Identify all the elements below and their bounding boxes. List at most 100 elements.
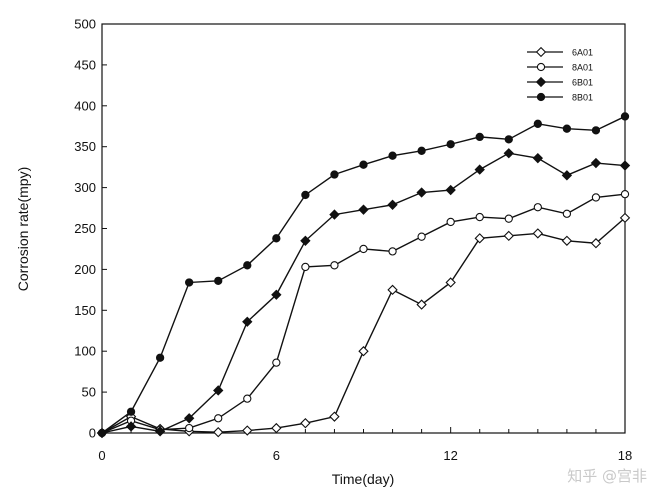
data-point — [475, 132, 484, 142]
data-point — [300, 235, 311, 246]
data-point — [155, 353, 165, 362]
data-point — [446, 140, 455, 149]
legend-label: 8A01 — [572, 63, 593, 73]
data-point — [329, 411, 340, 422]
data-point — [590, 238, 602, 249]
data-point — [271, 289, 282, 300]
y-axis: 0 50 100 150 200 250 300 350 400 450 500 — [74, 17, 107, 441]
data-point — [272, 234, 281, 243]
data-point — [620, 112, 630, 121]
plot-frame — [101, 23, 626, 434]
data-point — [359, 160, 368, 169]
data-point — [97, 428, 107, 438]
data-point — [504, 135, 513, 144]
series-8a01 — [97, 189, 630, 438]
data-point — [416, 299, 427, 310]
data-point — [591, 193, 601, 202]
x-axis: 0 6 12 18 — [98, 427, 632, 463]
data-point — [533, 119, 542, 128]
data-point — [213, 385, 224, 396]
y-tick-label: 500 — [74, 17, 96, 32]
series-6b01 — [96, 148, 631, 439]
legend-marker — [536, 62, 546, 72]
data-point — [300, 418, 311, 429]
data-point — [358, 346, 369, 357]
data-point — [590, 157, 602, 169]
x-tick-label: 12 — [443, 448, 457, 463]
legend-label: 8B01 — [572, 93, 593, 103]
data-point — [185, 278, 194, 287]
legend-item: 6B01 — [527, 76, 593, 88]
data-point — [474, 164, 485, 175]
data-point — [330, 170, 339, 179]
data-point — [243, 261, 252, 270]
x-tick-label: 0 — [98, 448, 105, 463]
data-point — [242, 316, 253, 327]
series-line — [101, 193, 626, 434]
data-point — [417, 146, 426, 155]
data-point — [619, 160, 631, 171]
y-tick-label: 350 — [74, 139, 96, 154]
y-tick-label: 150 — [74, 303, 96, 318]
data-point — [214, 414, 223, 423]
data-point — [387, 284, 398, 296]
legend-item: 8A01 — [527, 63, 593, 73]
y-tick-label: 200 — [74, 262, 96, 277]
y-axis-label: Corrosion rate(mpy) — [15, 167, 31, 291]
data-point — [272, 358, 281, 367]
data-point — [532, 228, 544, 239]
legend-marker — [535, 76, 547, 88]
data-point — [214, 276, 223, 286]
legend-item: 6A01 — [527, 46, 593, 58]
data-point — [591, 126, 601, 135]
x-tick-label: 18 — [618, 448, 632, 463]
y-tick-label: 250 — [74, 221, 96, 236]
data-point — [388, 151, 397, 160]
y-tick-label: 300 — [74, 180, 96, 195]
data-point — [561, 235, 573, 246]
legend-label: 6B01 — [572, 78, 593, 88]
y-tick-label: 100 — [74, 344, 96, 359]
data-point — [125, 421, 137, 432]
data-point — [243, 394, 252, 403]
data-point — [474, 233, 485, 244]
data-point — [445, 277, 456, 288]
data-point — [330, 261, 339, 270]
y-tick-label: 450 — [74, 57, 96, 72]
data-point — [562, 209, 572, 218]
y-tick-label: 0 — [89, 426, 96, 441]
data-point — [503, 148, 514, 159]
data-point — [416, 187, 427, 198]
data-point — [387, 199, 398, 210]
data-point — [619, 212, 631, 224]
x-axis-label: Time(day) — [332, 471, 395, 487]
data-point — [358, 204, 369, 215]
series-8b01 — [97, 112, 630, 438]
legend-marker — [535, 46, 547, 58]
data-point — [329, 209, 340, 220]
data-point — [446, 217, 455, 227]
series-layer — [96, 112, 631, 439]
data-point — [388, 247, 397, 256]
data-point — [533, 203, 542, 212]
data-point — [271, 422, 282, 434]
data-point — [417, 232, 426, 241]
data-point — [359, 244, 368, 254]
legend: 6A01 8A01 6B01 8B01 — [527, 46, 593, 103]
series-line — [101, 152, 626, 434]
data-point — [620, 189, 630, 199]
y-tick-label: 50 — [82, 385, 96, 400]
data-point — [126, 407, 136, 416]
watermark-text: 知乎 @宫非 — [567, 467, 647, 485]
data-point — [183, 413, 195, 424]
data-point — [301, 262, 310, 272]
legend-marker — [536, 92, 546, 102]
data-point — [562, 124, 572, 133]
data-point — [532, 152, 544, 164]
data-point — [154, 426, 166, 437]
data-point — [475, 212, 484, 222]
x-tick-label: 6 — [273, 448, 280, 463]
data-point — [213, 427, 224, 438]
data-point — [504, 214, 513, 223]
